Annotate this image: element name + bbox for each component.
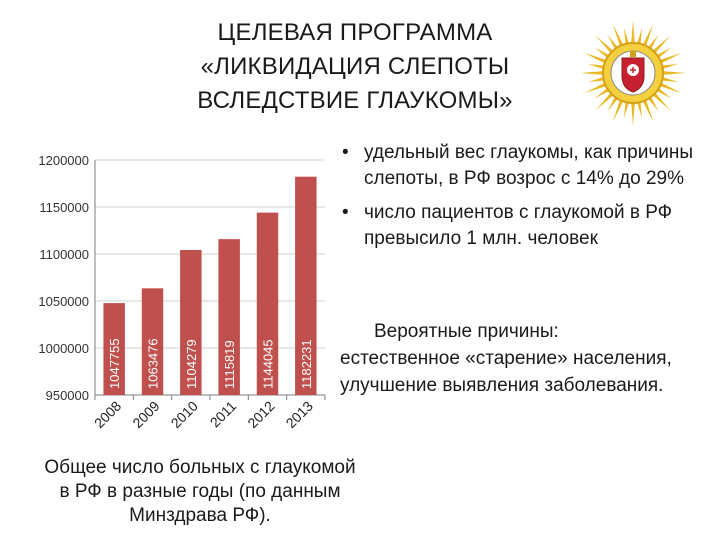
bullet-list: • удельный вес глаукомы, как причины сле… (340, 140, 710, 260)
bullet-dot-icon: • (342, 202, 349, 223)
emblem-ray-icon (660, 64, 679, 70)
bar (141, 288, 164, 395)
emblem-ray-icon (660, 71, 686, 75)
bar (218, 239, 240, 395)
emblem-ray-icon (587, 76, 606, 82)
emblem-ray-icon (658, 81, 682, 94)
chart-caption: Общее число больных с глаукомой в РФ в р… (20, 456, 380, 528)
causes-text: естественное «старение» населения, улучш… (340, 348, 672, 396)
bar-value-label: 1144045 (261, 339, 276, 389)
x-tick-label: 2011 (207, 398, 240, 431)
y-tick-label: 1200000 (38, 153, 89, 168)
causes-heading: Вероятные причины: (374, 321, 559, 342)
bar-value-label: 1063476 (146, 338, 161, 389)
emblem-ray-icon (631, 100, 635, 126)
causes-block: Вероятные причины: естественное «старени… (340, 318, 710, 399)
emblem-ray-icon (595, 91, 615, 111)
emblem-ray-icon (655, 86, 672, 99)
bar-value-label: 1047755 (107, 338, 122, 389)
x-tick-label: 2010 (168, 398, 201, 431)
bullet-text: удельный вес глаукомы, как причины слепо… (364, 142, 693, 189)
emblem-ray-icon (660, 76, 679, 82)
bullet-dot-icon: • (342, 142, 349, 163)
emblem-ray-icon (580, 71, 606, 75)
bar (180, 249, 202, 395)
emblem-ray-icon (636, 100, 642, 119)
emblem-ray-icon (612, 24, 625, 48)
title-line-2: «ЛИКВИДАЦИЯ СЛЕПОТЫ (200, 53, 510, 80)
emblem-ray-icon (584, 81, 608, 94)
bar (256, 212, 279, 395)
emblem-ray-icon (607, 95, 620, 112)
emblem-ray-icon (612, 98, 625, 122)
y-tick-label: 1050000 (38, 294, 89, 309)
y-tick-label: 950000 (46, 388, 89, 403)
bullet-item: • удельный вес глаукомы, как причины сле… (340, 140, 710, 192)
bar (295, 176, 317, 395)
emblem-ray-icon (584, 52, 608, 65)
emblem-ray-icon (655, 47, 672, 60)
emblem-ray-icon (594, 86, 611, 99)
emblem-ray-icon (624, 27, 630, 46)
y-tick-label: 1100000 (39, 247, 89, 262)
emblem-ray-icon (594, 47, 611, 60)
title-line-3: ВСЛЕДСТВИЕ ГЛАУКОМЫ» (197, 87, 513, 114)
y-tick-label: 1000000 (38, 341, 89, 356)
emblem-ray-icon (595, 35, 615, 55)
y-tick-label: 1150000 (39, 200, 89, 215)
emblem-ray-icon (658, 52, 682, 65)
caption-line-1: Общее число больных с глаукомой (44, 457, 356, 478)
emblem-ray-icon (624, 100, 630, 119)
x-tick-label: 2008 (91, 398, 124, 431)
x-tick-label: 2012 (244, 398, 277, 431)
caption-line-3: Минздрава РФ). (129, 505, 271, 526)
emblem-ray-icon (587, 64, 606, 70)
title-line-1: ЦЕЛЕВАЯ ПРОГРАММА (217, 19, 493, 46)
emblem-ray-icon (641, 24, 654, 48)
emblem-ray-icon (646, 95, 659, 112)
emblem-ray-icon (641, 98, 654, 122)
emblem-ray-icon (636, 27, 642, 46)
x-tick-label: 2013 (283, 398, 316, 431)
emblem-ray-icon (646, 34, 659, 51)
bar-value-label: 1115819 (222, 340, 237, 389)
bullet-item: • число пациентов с глаукомой в РФ превы… (340, 200, 710, 252)
emblem-ray-icon (607, 34, 620, 51)
x-tick-label: 2009 (129, 398, 162, 431)
bar-chart: 1200000 1150000 1100000 1050000 1000000 95000… (38, 153, 326, 431)
emblem-ray-icon (651, 91, 671, 111)
bar-value-label: 1182231 (299, 339, 314, 389)
caption-line-2: в РФ в разные годы (по данным (59, 481, 341, 502)
emblem-ray-icon (631, 20, 635, 46)
bullet-text: число пациентов с глаукомой в РФ превыси… (364, 202, 673, 249)
bar (103, 303, 125, 395)
bar-value-label: 1104279 (184, 339, 199, 389)
slide-title: ЦЕЛЕВАЯ ПРОГРАММА «ЛИКВИДАЦИЯ СЛЕПОТЫ ВС… (150, 16, 560, 118)
emblem-logo-icon (580, 20, 686, 126)
emblem-ray-icon (651, 35, 671, 55)
